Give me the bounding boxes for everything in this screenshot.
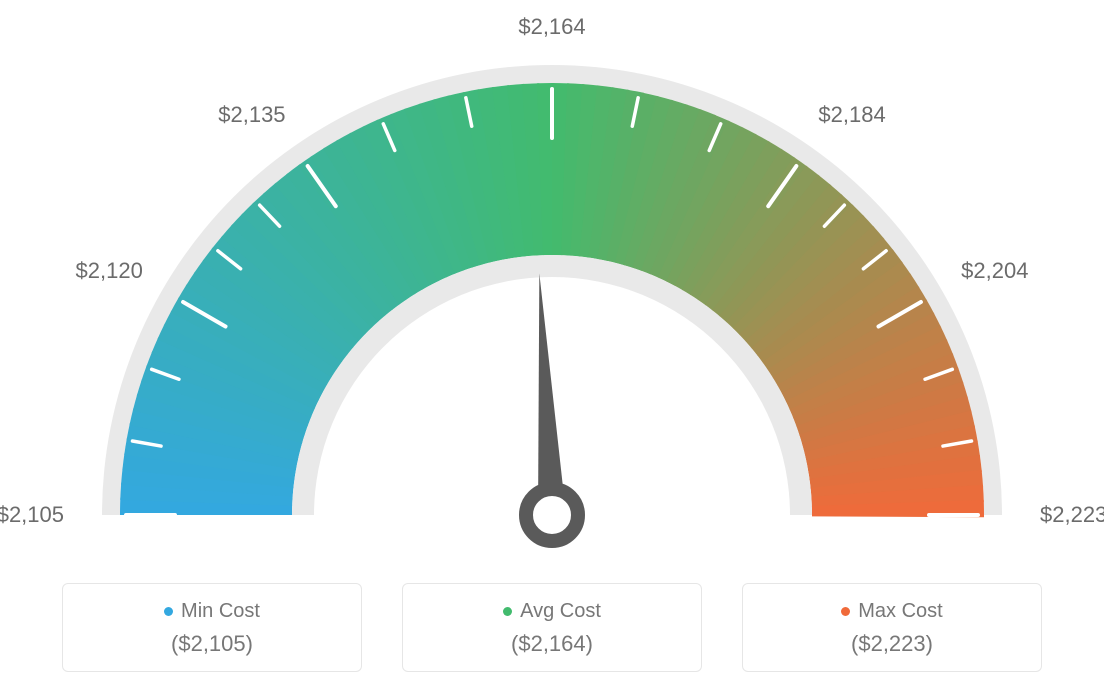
legend-avg-value: ($2,164) [413,631,691,657]
dot-icon [164,607,173,616]
legend-row: Min Cost ($2,105) Avg Cost ($2,164) Max … [0,583,1104,672]
cost-gauge-widget: $2,105 $2,120 $2,135 $2,164 $2,184 $2,204 $2,2… [0,0,1104,690]
legend-min-title-text: Min Cost [181,600,260,622]
dot-icon [503,607,512,616]
legend-max-value: ($2,223) [753,631,1031,657]
gauge-tick-label: $2,204 [961,258,1028,284]
legend-avg-box: Avg Cost ($2,164) [402,583,702,672]
gauge-tick-label: $2,184 [818,102,885,128]
dot-icon [841,607,850,616]
gauge-svg [0,0,1104,560]
gauge-tick-label: $2,105 [0,502,64,528]
gauge-tick-label: $2,135 [218,102,285,128]
legend-avg-title-text: Avg Cost [520,600,601,622]
legend-max-title: Max Cost [753,600,1031,623]
gauge-area: $2,105 $2,120 $2,135 $2,164 $2,184 $2,204 $2,2… [0,0,1104,560]
legend-max-box: Max Cost ($2,223) [742,583,1042,672]
gauge-tick-label: $2,120 [76,258,143,284]
gauge-tick-label: $2,164 [518,14,585,40]
legend-avg-title: Avg Cost [413,600,691,623]
legend-min-title: Min Cost [73,600,351,623]
legend-min-box: Min Cost ($2,105) [62,583,362,672]
gauge-tick-label: $2,223 [1040,502,1104,528]
legend-min-value: ($2,105) [73,631,351,657]
legend-max-title-text: Max Cost [858,600,942,622]
